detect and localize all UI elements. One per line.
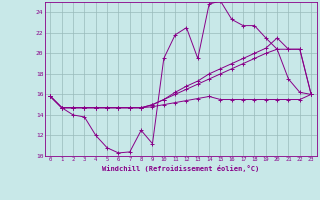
X-axis label: Windchill (Refroidissement éolien,°C): Windchill (Refroidissement éolien,°C) [102,165,260,172]
